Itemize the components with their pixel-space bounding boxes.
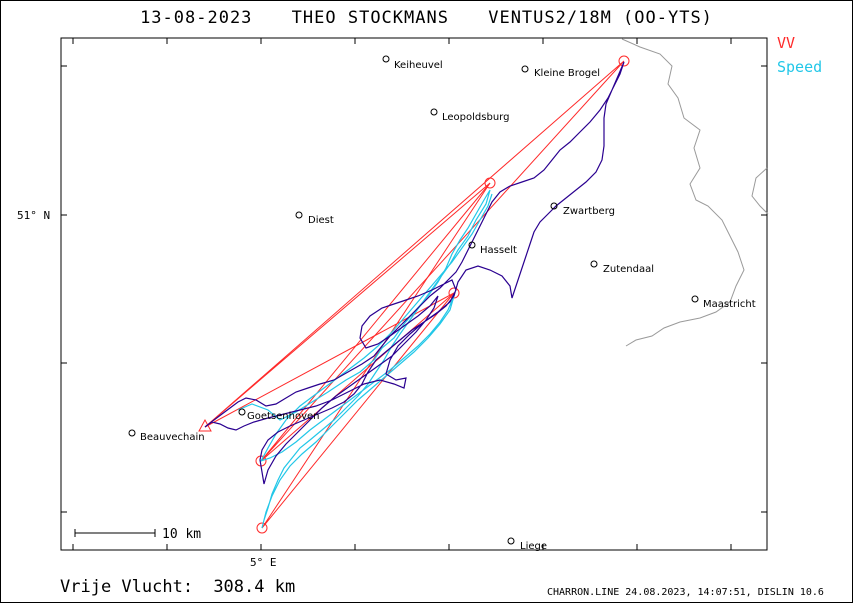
distance-value: 308.4 km [213,577,296,597]
flight-date: 13-08-2023 [140,8,253,28]
vv-task-lines [204,60,625,529]
turnpoints [198,55,630,534]
credit-line: CHARRON.LINE 24.08.2023, 14:07:51, DISLI… [547,587,824,598]
lat-label: 51° N [17,209,50,222]
pilot-name: THEO STOCKMANS [291,8,449,28]
lon-label: 5° E [250,556,277,569]
place-zwartberg: Zwartberg [563,206,615,217]
distance-label: Vrije Vlucht: [60,577,194,597]
place-zutendaal: Zutendaal [603,264,654,275]
scale-label: 10 km [162,527,201,542]
turnpoint-circle [484,177,496,189]
place-leopoldsburg: Leopoldsburg [442,112,509,123]
place-diest: Diest [308,215,334,226]
distance-readout: Vrije Vlucht: 308.4 km [60,577,305,597]
turnpoint-circle [618,55,630,67]
legend-vv: VV [777,34,796,52]
place-liege: Liege [520,541,547,552]
place-goetsenhoven: Goetsenhoven [247,411,320,422]
place-beauvechain: Beauvechain [140,432,205,443]
turnpoint-circle [256,522,268,534]
chart-title: 13-08-2023 THEO STOCKMANS VENTUS2/18M (O… [0,8,853,28]
scale-bar [74,529,156,537]
flight-track [204,61,625,485]
place-keiheuvel: Keiheuvel [394,60,443,71]
glider-name: VENTUS2/18M (OO-YTS) [488,8,713,28]
country-border [621,38,745,347]
legend-speed: Speed [777,58,823,76]
place-maastricht: Maastricht [703,299,756,310]
plot-area [60,37,768,551]
speed-track [237,189,493,529]
places [128,55,699,545]
axis-ticks [61,38,767,550]
country-border-east [751,167,769,215]
place-hasselt: Hasselt [480,245,517,256]
place-kleine-brogel: Kleine Brogel [534,68,600,79]
start-triangle [198,418,212,432]
